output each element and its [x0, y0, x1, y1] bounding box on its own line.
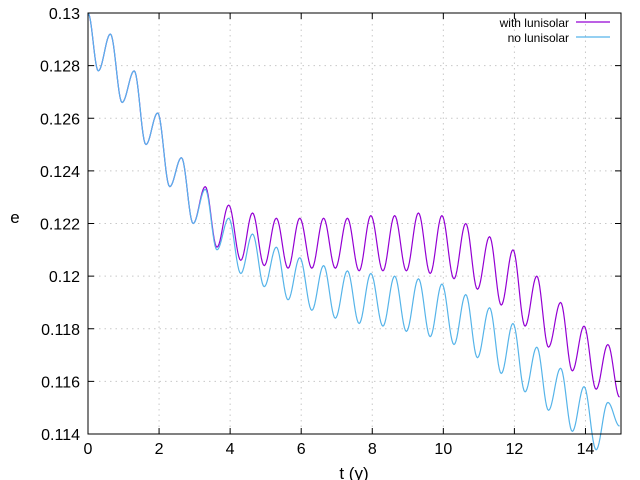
legend-label-no-lunisolar: no lunisolar — [508, 31, 569, 45]
x-tick-labels: 0 2 4 6 8 10 12 14 — [84, 441, 595, 458]
y-tick-label: 0.128 — [40, 59, 80, 76]
x-tick-label: 14 — [577, 441, 595, 458]
grid — [88, 13, 621, 434]
x-tick-label: 0 — [84, 441, 93, 458]
legend-label-with-lunisolar: with lunisolar — [499, 16, 569, 30]
x-tick-label: 2 — [155, 441, 164, 458]
series-group — [87, 12, 620, 451]
x-axis-label: t (y) — [339, 464, 368, 480]
y-tick-label: 0.13 — [49, 6, 80, 23]
plot-frame — [87, 12, 622, 435]
y-tick-label: 0.118 — [41, 322, 80, 339]
y-tick-label: 0.12 — [49, 269, 80, 286]
y-tick-label: 0.124 — [40, 164, 80, 181]
series-line-with-lunisolar — [87, 12, 620, 398]
x-tick-label: 8 — [368, 441, 377, 458]
y-tick-label: 0.122 — [40, 217, 80, 234]
y-tick-label: 0.114 — [41, 427, 80, 444]
x-tick-label: 4 — [226, 441, 235, 458]
ticks — [87, 12, 621, 435]
x-tick-label: 6 — [297, 441, 306, 458]
y-axis-label: e — [10, 208, 19, 227]
x-tick-label: 12 — [506, 441, 524, 458]
y-tick-label: 0.116 — [41, 374, 80, 391]
series-line-no-lunisolar — [87, 12, 620, 451]
y-tick-labels: 0.114 0.116 0.118 0.12 0.122 0.124 0.126 0.128 0… — [40, 6, 80, 444]
legend: with lunisolar no lunisolar — [499, 16, 610, 45]
y-tick-label: 0.126 — [40, 111, 80, 128]
x-tick-label: 10 — [434, 441, 452, 458]
